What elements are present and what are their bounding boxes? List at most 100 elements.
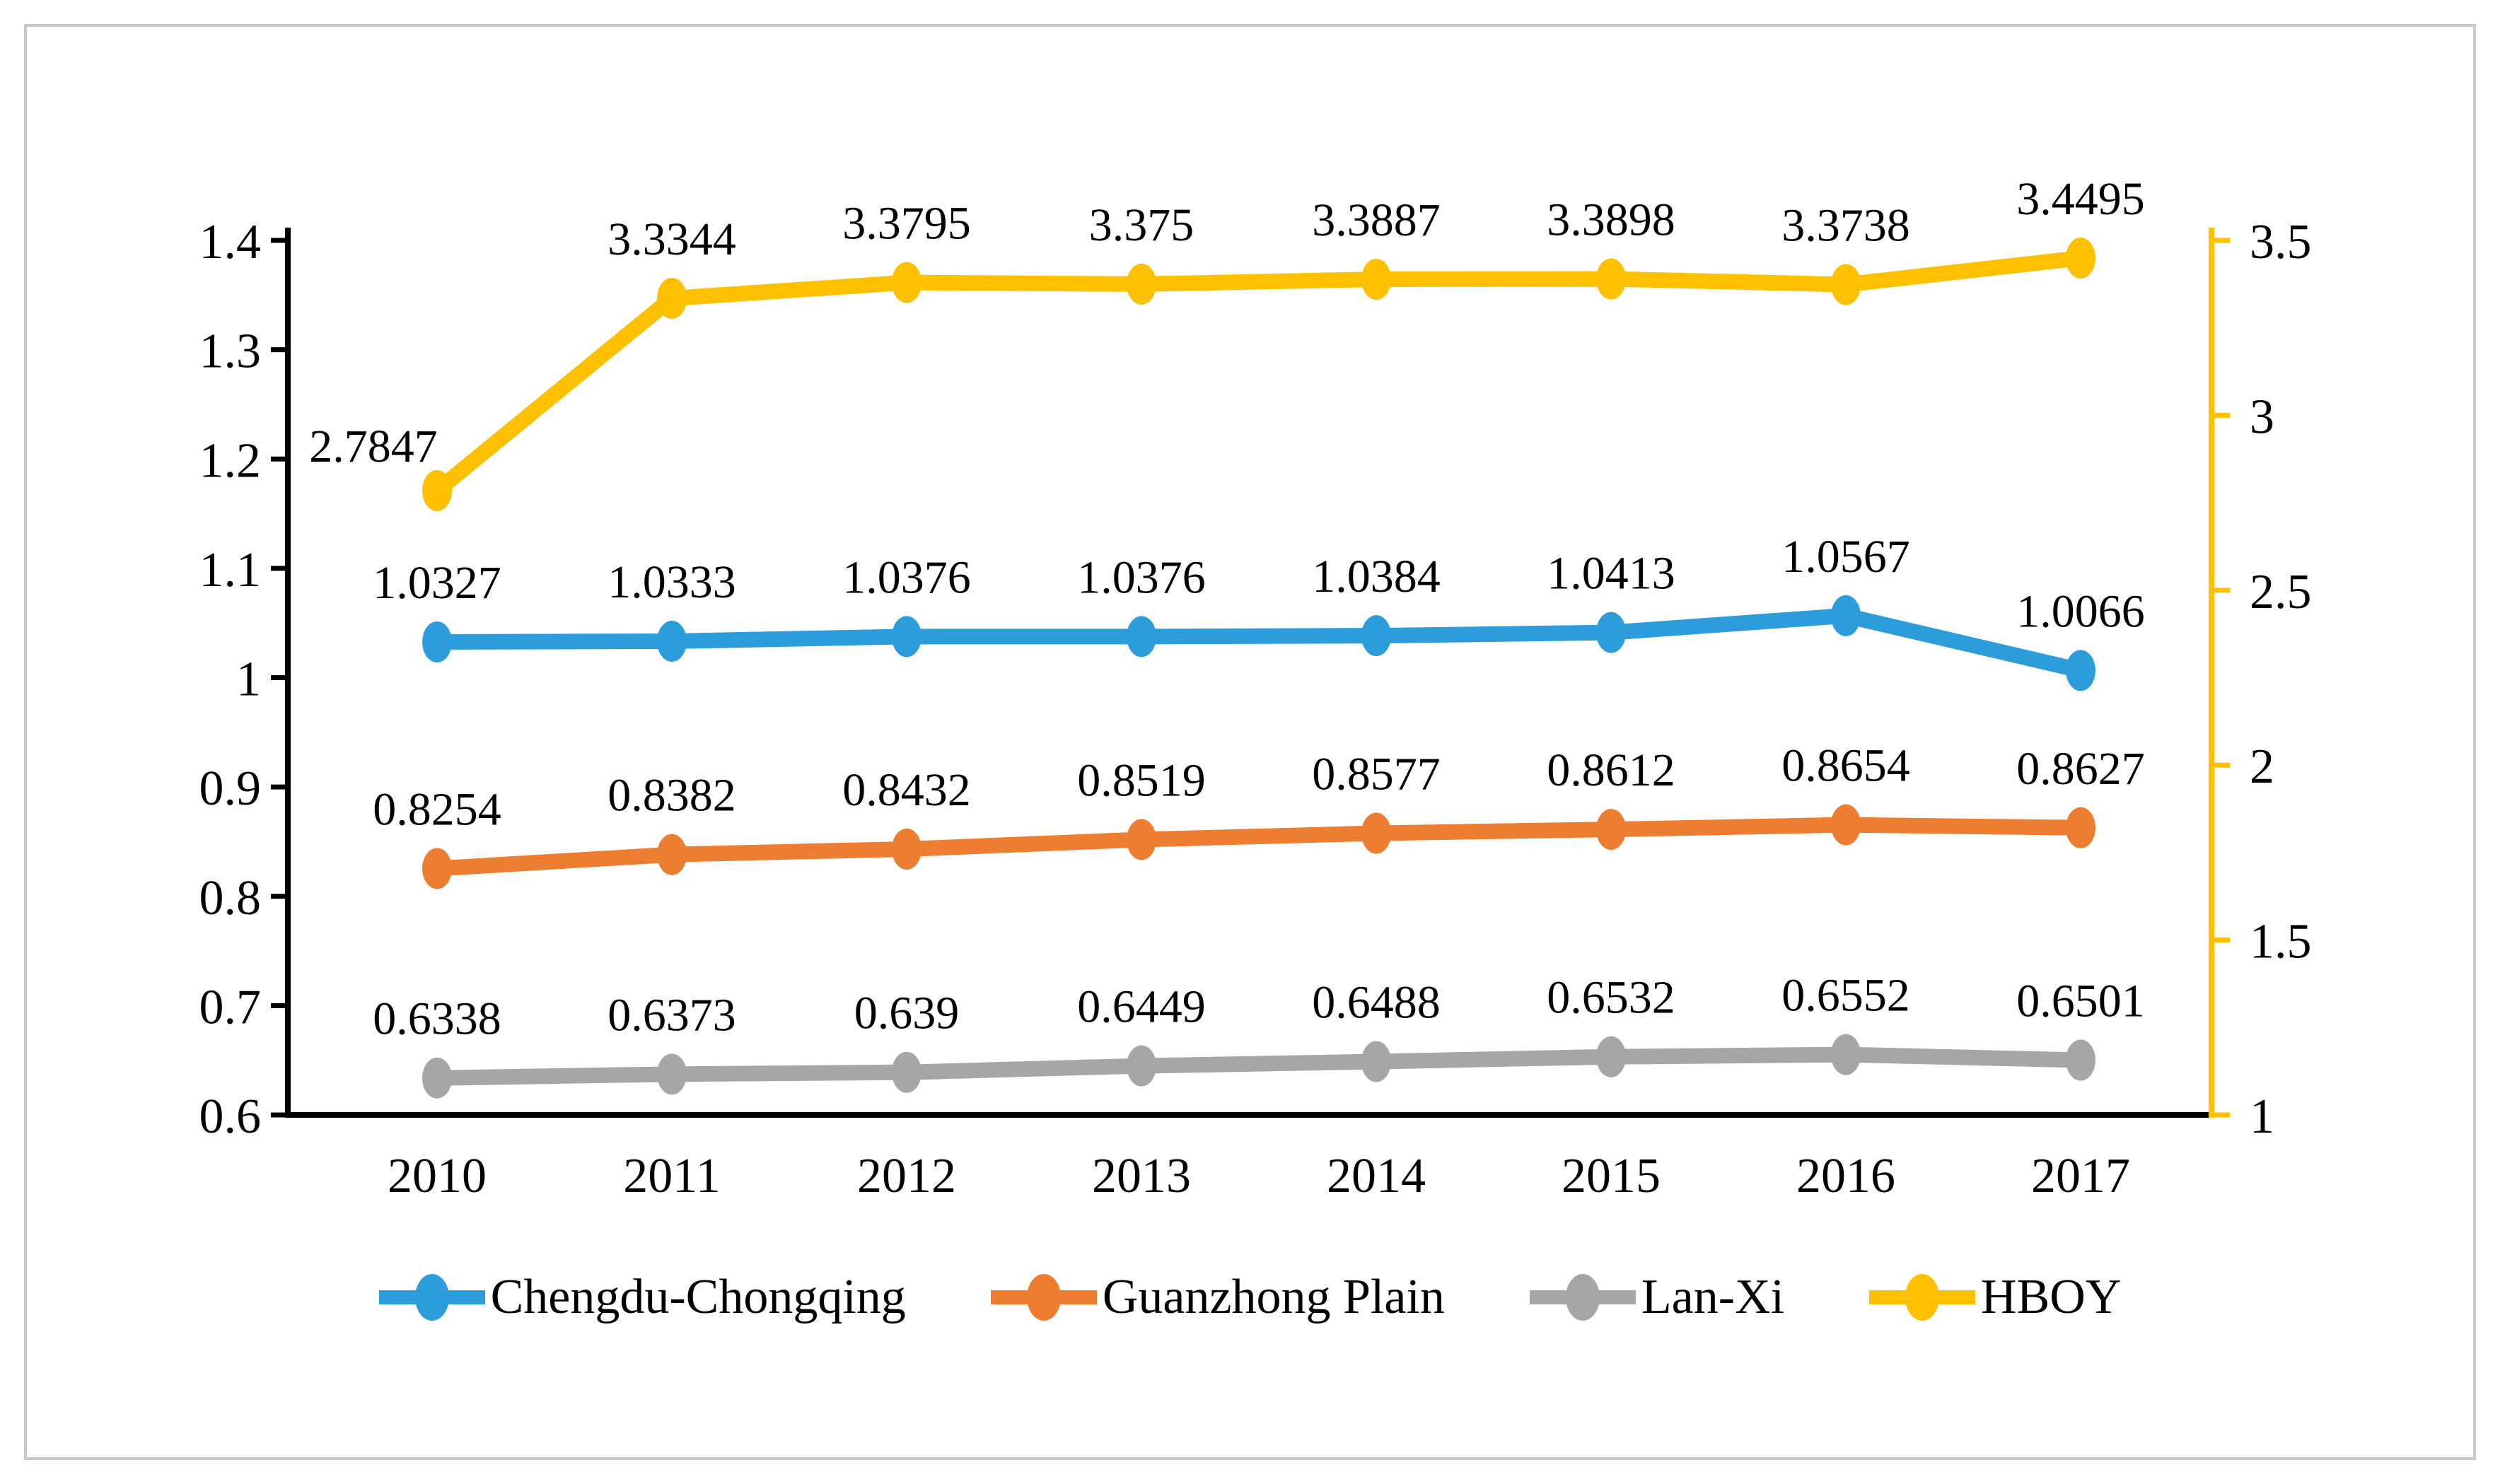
series-marker-hboy bbox=[1596, 258, 1626, 300]
right-axis-tick-label: 1 bbox=[2250, 1089, 2274, 1144]
data-label-chengdu-chongqing: 1.0567 bbox=[1781, 531, 1910, 583]
data-label-hboy: 3.3795 bbox=[842, 198, 971, 250]
series-marker-hboy bbox=[1831, 264, 1861, 305]
data-label-hboy: 3.375 bbox=[1089, 199, 1194, 251]
series-marker-guanzhong-plain bbox=[657, 834, 687, 875]
series-marker-lan-xi bbox=[1831, 1034, 1861, 1075]
x-axis-label: 2010 bbox=[388, 1149, 487, 1203]
legend-dot bbox=[1905, 1274, 1940, 1321]
data-label-hboy: 3.3344 bbox=[607, 214, 736, 265]
data-label-guanzhong-plain: 0.8382 bbox=[607, 770, 736, 822]
x-axis-label: 2014 bbox=[1327, 1149, 1426, 1203]
x-axis-label: 2017 bbox=[2031, 1149, 2130, 1203]
data-label-chengdu-chongqing: 1.0327 bbox=[373, 557, 501, 609]
series-line-hboy bbox=[429, 250, 2088, 498]
series-marker-guanzhong-plain bbox=[422, 848, 452, 889]
left-axis-tick-label: 0.6 bbox=[199, 1089, 262, 1144]
series-marker-chengdu-chongqing bbox=[2066, 650, 2095, 691]
data-label-guanzhong-plain: 0.8577 bbox=[1312, 749, 1441, 800]
data-label-hboy: 3.4495 bbox=[2016, 173, 2145, 225]
left-axis-tick-label: 0.7 bbox=[199, 980, 262, 1034]
data-label-hboy: 3.3887 bbox=[1312, 194, 1441, 246]
series-marker-guanzhong-plain bbox=[1831, 804, 1861, 846]
series-marker-guanzhong-plain bbox=[1361, 812, 1391, 854]
left-axis-tick-label: 0.8 bbox=[199, 871, 262, 925]
data-label-hboy: 3.3738 bbox=[1781, 199, 1910, 251]
data-label-chengdu-chongqing: 1.0376 bbox=[1077, 551, 1206, 603]
legend-item-hboy: HBOY bbox=[1869, 1269, 2121, 1326]
x-axis-label: 2012 bbox=[857, 1149, 956, 1203]
data-label-lan-xi: 0.6449 bbox=[1077, 981, 1206, 1033]
data-label-lan-xi: 0.6338 bbox=[373, 993, 501, 1045]
legend-item-chengdu-chongqing: Chengdu-Chongqing bbox=[378, 1269, 906, 1326]
left-axis-tick-label: 0.9 bbox=[199, 761, 262, 816]
series-line-chengdu-chongqing bbox=[429, 607, 2088, 679]
series-marker-lan-xi bbox=[1361, 1041, 1391, 1082]
series-marker-chengdu-chongqing bbox=[1127, 616, 1156, 658]
data-label-guanzhong-plain: 0.8432 bbox=[842, 764, 971, 816]
series-marker-chengdu-chongqing bbox=[892, 616, 921, 658]
right-axis-tick-label: 1.5 bbox=[2250, 915, 2312, 969]
data-label-guanzhong-plain: 0.8654 bbox=[1781, 740, 1910, 792]
series-marker-lan-xi bbox=[657, 1053, 687, 1095]
series-marker-lan-xi bbox=[1127, 1045, 1156, 1087]
series-marker-lan-xi bbox=[892, 1051, 921, 1093]
series-marker-guanzhong-plain bbox=[1127, 819, 1156, 860]
series-marker-chengdu-chongqing bbox=[1361, 615, 1391, 657]
legend-dot bbox=[1026, 1274, 1061, 1321]
left-axis-tick-label: 1.2 bbox=[199, 433, 262, 488]
right-axis-tick-label: 3 bbox=[2250, 390, 2274, 444]
series-marker-chengdu-chongqing bbox=[1596, 612, 1626, 653]
left-axis-tick-label: 1.4 bbox=[199, 215, 262, 269]
data-label-guanzhong-plain: 0.8519 bbox=[1077, 754, 1206, 806]
data-label-lan-xi: 0.6501 bbox=[2016, 976, 2145, 1027]
data-label-chengdu-chongqing: 1.0376 bbox=[842, 551, 971, 603]
data-label-hboy: 2.7847 bbox=[309, 421, 438, 472]
series-marker-chengdu-chongqing bbox=[657, 621, 687, 662]
series-marker-hboy bbox=[1127, 263, 1156, 305]
series-marker-guanzhong-plain bbox=[1596, 809, 1626, 851]
x-axis-label: 2016 bbox=[1796, 1149, 1895, 1203]
series-marker-hboy bbox=[892, 262, 921, 303]
x-axis-label: 2011 bbox=[623, 1149, 720, 1203]
data-label-chengdu-chongqing: 1.0066 bbox=[2016, 585, 2145, 637]
data-label-guanzhong-plain: 0.8627 bbox=[2016, 743, 2145, 795]
series-line-guanzhong-plain bbox=[429, 817, 2088, 877]
left-axis-tick-label: 1 bbox=[236, 653, 261, 707]
legend-item-lan-xi: Lan-Xi bbox=[1529, 1269, 1785, 1326]
legend-marker-icon bbox=[378, 1274, 485, 1321]
legend-dot bbox=[414, 1274, 449, 1321]
data-label-chengdu-chongqing: 1.0384 bbox=[1312, 551, 1441, 602]
data-label-guanzhong-plain: 0.8254 bbox=[373, 783, 501, 835]
x-axis-label: 2015 bbox=[1562, 1149, 1661, 1203]
legend-dot bbox=[1565, 1274, 1600, 1321]
data-label-chengdu-chongqing: 1.0413 bbox=[1547, 548, 1675, 600]
data-label-hboy: 3.3898 bbox=[1547, 194, 1675, 246]
left-axis-tick-label: 1.1 bbox=[199, 543, 262, 597]
legend-marker-icon bbox=[1529, 1274, 1636, 1321]
series-marker-guanzhong-plain bbox=[892, 828, 921, 870]
data-label-guanzhong-plain: 0.8612 bbox=[1547, 744, 1675, 796]
legend-item-guanzhong-plain: Guanzhong Plain bbox=[990, 1269, 1445, 1326]
series-marker-chengdu-chongqing bbox=[1831, 595, 1861, 636]
series-marker-lan-xi bbox=[2066, 1039, 2095, 1081]
series-marker-hboy bbox=[422, 469, 452, 511]
legend-marker-icon bbox=[990, 1274, 1097, 1321]
series-marker-guanzhong-plain bbox=[2066, 807, 2095, 848]
right-axis-tick-label: 2.5 bbox=[2250, 565, 2312, 619]
series-marker-hboy bbox=[2066, 237, 2095, 279]
x-axis-label: 2013 bbox=[1092, 1149, 1191, 1203]
series-marker-lan-xi bbox=[422, 1057, 452, 1099]
data-label-lan-xi: 0.6373 bbox=[607, 989, 736, 1041]
chart-legend: Chengdu-Chongqing Guanzhong Plain Lan-Xi HB… bbox=[0, 1269, 2500, 1326]
data-label-lan-xi: 0.6532 bbox=[1547, 972, 1675, 1024]
data-label-lan-xi: 0.6488 bbox=[1312, 977, 1441, 1029]
legend-label: Lan-Xi bbox=[1641, 1270, 1785, 1324]
data-label-lan-xi: 0.6552 bbox=[1781, 970, 1910, 1022]
data-label-chengdu-chongqing: 1.0333 bbox=[607, 556, 736, 608]
series-marker-hboy bbox=[657, 277, 687, 319]
data-label-lan-xi: 0.639 bbox=[854, 988, 960, 1039]
legend-label: HBOY bbox=[1981, 1270, 2122, 1324]
